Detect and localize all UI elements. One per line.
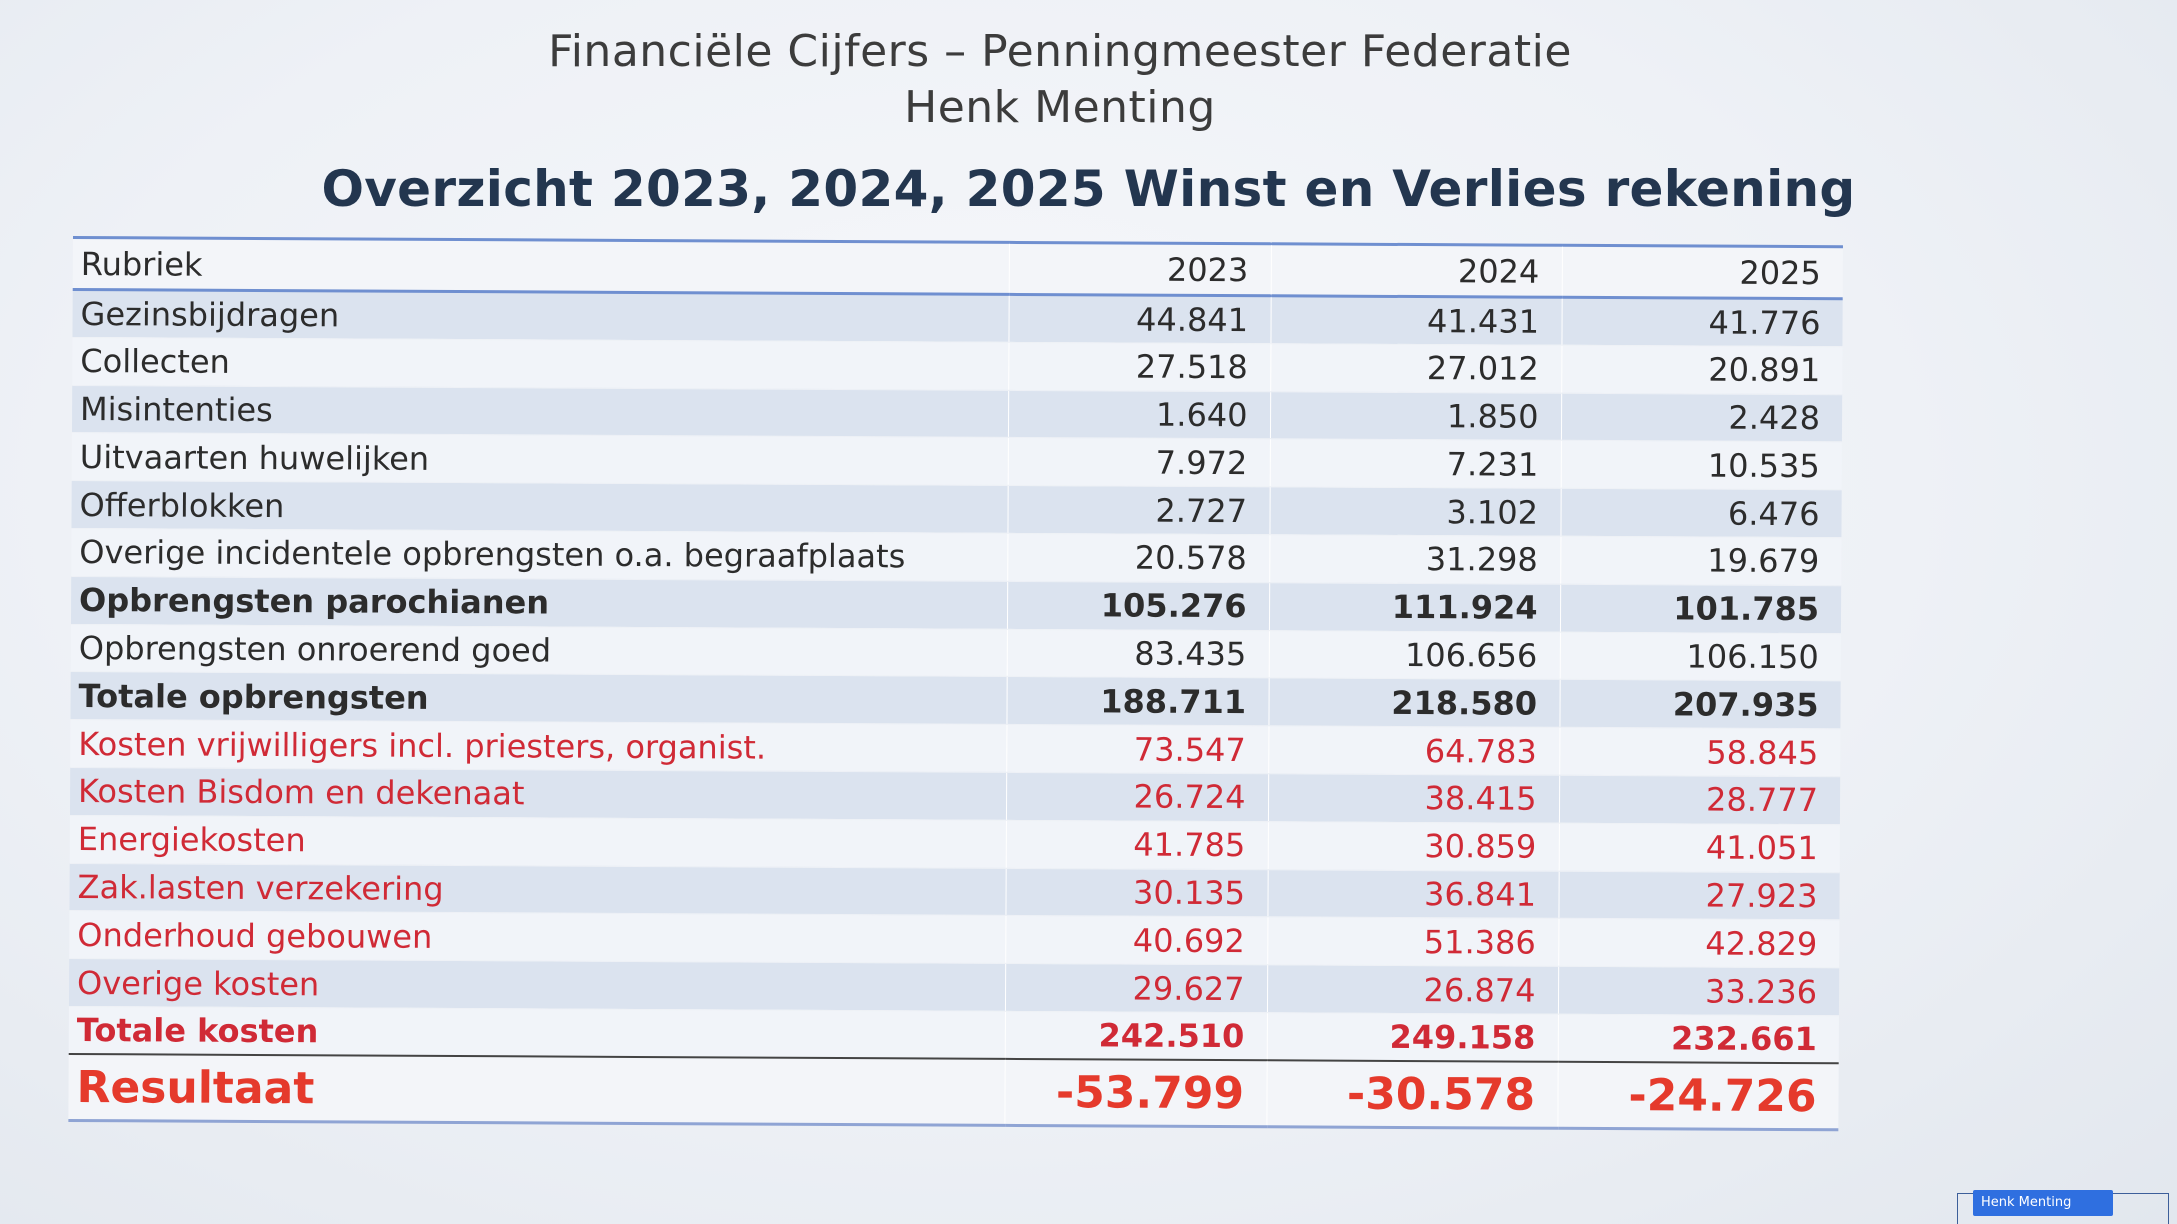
row-label: Totale kosten (68, 1006, 1005, 1060)
column-header-2023: 2023 (1008, 242, 1271, 296)
value-2023: 242.510 (1004, 1011, 1267, 1061)
value-2024: 36.841 (1267, 869, 1559, 919)
value-2023: 20.578 (1007, 533, 1270, 583)
value-2025: 42.829 (1558, 918, 1840, 968)
value-2025: 207.935 (1559, 679, 1841, 729)
table-heading: Overzicht 2023, 2024, 2025 Winst en Verl… (321, 160, 1856, 218)
value-2024: 27.012 (1270, 343, 1562, 393)
slide-subtitle: Henk Menting (904, 82, 1216, 133)
row-label: Kosten Bisdom en dekenaat (69, 767, 1007, 821)
value-2025: 232.661 (1557, 1014, 1839, 1064)
value-2024: 51.386 (1267, 917, 1559, 967)
value-2025: 33.236 (1557, 966, 1840, 1016)
value-2023: 44.841 (1008, 294, 1271, 344)
value-2025: 2.428 (1560, 392, 1843, 443)
value-2023: 105.276 (1006, 581, 1270, 631)
value-2023: 40.692 (1005, 915, 1268, 965)
row-label: Overige incidentele opbrengsten o.a. beg… (71, 528, 1008, 582)
value-2023: 30.135 (1005, 867, 1268, 918)
value-2024: 41.431 (1270, 295, 1562, 346)
value-2024: 3.102 (1269, 486, 1561, 537)
row-label: Overige kosten (68, 958, 1006, 1012)
value-2024: 1.850 (1269, 391, 1562, 441)
value-2024: 249.158 (1266, 1012, 1558, 1063)
value-2025: 28.777 (1558, 775, 1841, 825)
value-2023: -53.799 (1004, 1059, 1267, 1127)
value-2025: 101.785 (1559, 584, 1842, 634)
slide-title: Financiële Cijfers – Penningmeester Fede… (548, 26, 1572, 77)
row-label: Misintenties (71, 385, 1009, 438)
value-2025: 27.923 (1558, 870, 1840, 921)
value-2025: 10.535 (1560, 440, 1842, 490)
value-2024: 26.874 (1266, 964, 1559, 1015)
value-2024: -30.578 (1266, 1060, 1558, 1129)
row-label: Kosten vrijwilligers incl. priesters, or… (70, 719, 1007, 773)
value-2023: 26.724 (1005, 772, 1269, 822)
value-2024: 64.783 (1268, 725, 1560, 776)
value-2023: 7.972 (1007, 437, 1270, 487)
presenter-name-tag: Henk Menting (1973, 1190, 2113, 1216)
value-2023: 41.785 (1005, 820, 1268, 870)
value-2024: 218.580 (1268, 678, 1560, 728)
row-label: Totale opbrengsten (70, 671, 1007, 725)
row-label: Zak.lasten verzekering (69, 863, 1006, 916)
value-2024: 7.231 (1269, 439, 1561, 489)
value-2024: 111.924 (1268, 582, 1561, 632)
profit-loss-table: Rubriek 2023 2024 2025 Gezinsbijdragen 4… (68, 236, 1843, 1131)
result-row: Resultaat -53.799 -30.578 -24.726 (68, 1054, 1839, 1130)
row-label: Energiekosten (69, 815, 1006, 868)
value-2023: 27.518 (1008, 342, 1271, 392)
value-2023: 83.435 (1006, 628, 1269, 679)
value-2023: 29.627 (1004, 963, 1268, 1013)
row-label: Offerblokken (71, 480, 1008, 534)
table-header-row: Rubriek 2023 2024 2025 (72, 237, 1843, 299)
value-2025: 58.845 (1559, 727, 1841, 777)
row-label: Uitvaarten huwelijken (71, 432, 1008, 486)
value-2025: 20.891 (1561, 345, 1843, 395)
value-2023: 1.640 (1007, 389, 1271, 440)
value-2025: 6.476 (1560, 488, 1842, 538)
value-2025: 41.051 (1558, 823, 1840, 873)
row-label: Resultaat (68, 1054, 1005, 1126)
value-2024: 31.298 (1269, 534, 1561, 585)
value-2025: 41.776 (1561, 297, 1843, 347)
value-2025: 106.150 (1559, 631, 1841, 682)
column-header-rubriek: Rubriek (72, 237, 1009, 295)
value-2025: 19.679 (1560, 536, 1842, 586)
value-2024: 30.859 (1267, 821, 1559, 871)
row-label: Collecten (72, 337, 1009, 390)
row-label: Opbrengsten parochianen (70, 576, 1008, 629)
column-header-2024: 2024 (1270, 243, 1562, 298)
value-2023: 2.727 (1007, 485, 1270, 535)
column-header-2025: 2025 (1561, 245, 1843, 299)
row-label: Opbrengsten onroerend goed (70, 624, 1007, 677)
value-2024: 38.415 (1267, 773, 1560, 824)
value-2025: -24.726 (1557, 1062, 1839, 1130)
value-2024: 106.656 (1268, 630, 1560, 680)
row-label: Gezinsbijdragen (72, 289, 1009, 343)
value-2023: 73.547 (1006, 724, 1269, 774)
row-label: Onderhoud gebouwen (69, 910, 1006, 964)
value-2023: 188.711 (1006, 676, 1269, 726)
